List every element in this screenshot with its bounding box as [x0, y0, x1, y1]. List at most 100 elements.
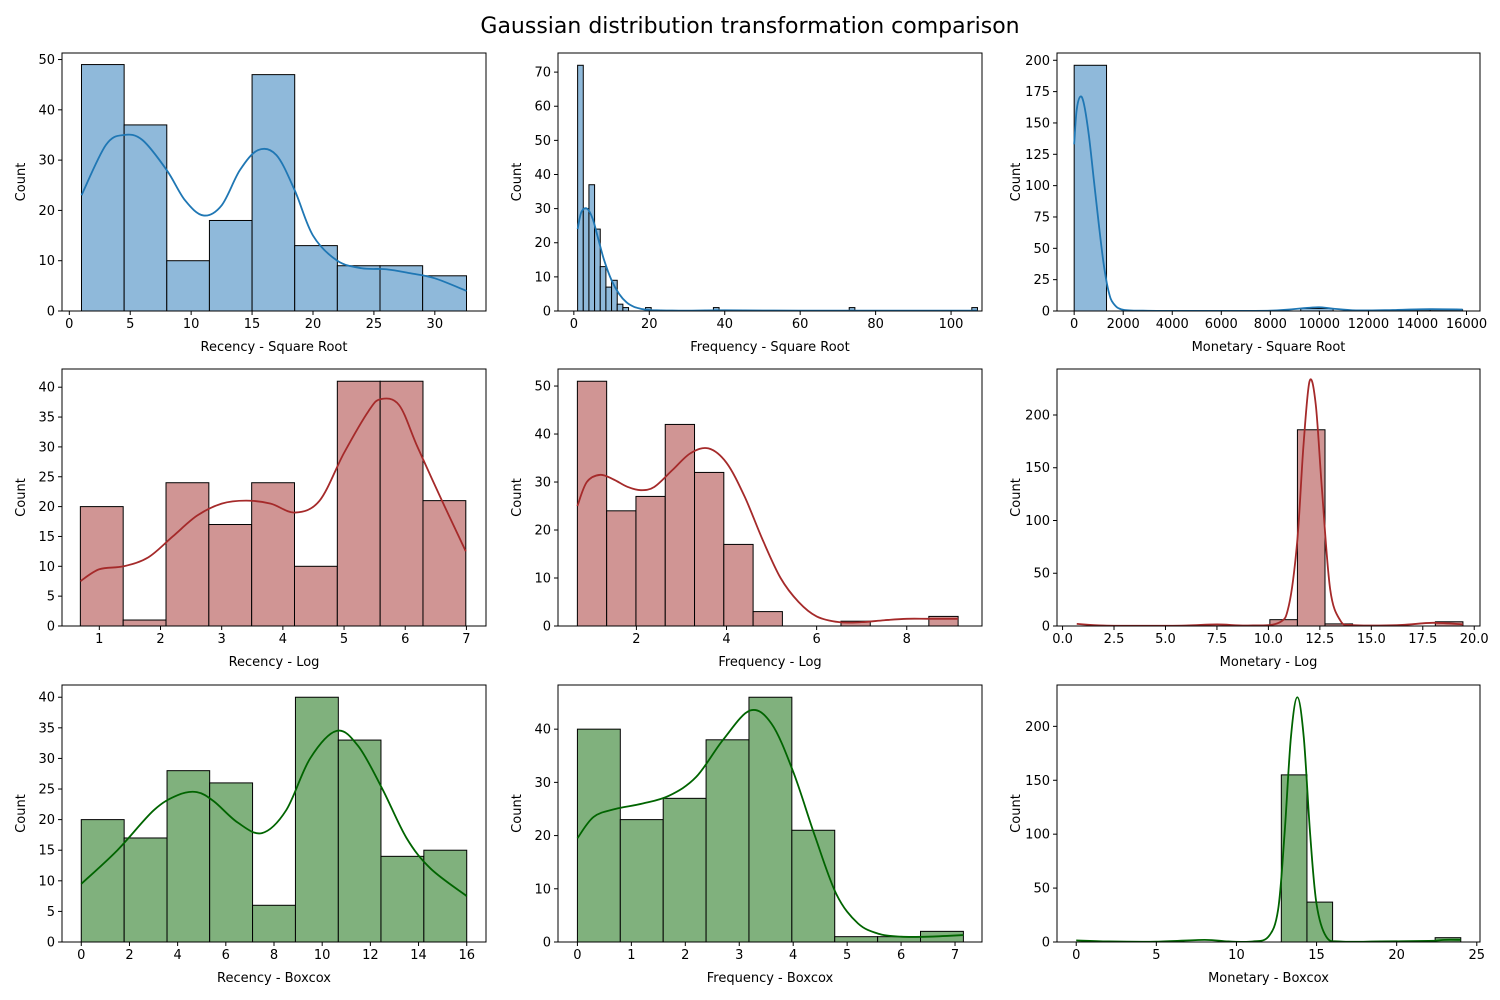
x-axis-label: Monetary - Square Root	[1192, 340, 1346, 355]
x-tick-label: 2	[125, 948, 133, 963]
x-axis-label: Frequency - Square Root	[690, 340, 849, 355]
x-tick-label: 10.0	[1254, 632, 1283, 647]
y-axis-label: Count	[1009, 794, 1024, 833]
y-tick-label: 40	[534, 723, 551, 738]
y-tick-label: 40	[38, 691, 55, 706]
y-axis-label: Count	[14, 478, 29, 517]
histogram-bar	[165, 482, 210, 626]
y-tick-label: 15	[38, 530, 55, 545]
x-tick-label: 0	[570, 317, 578, 332]
y-tick-label: 0	[1042, 620, 1050, 635]
x-tick-label: 5	[1152, 948, 1160, 963]
y-axis-label: Count	[510, 794, 525, 833]
x-tick-label: 7	[462, 632, 470, 647]
histogram-bar	[379, 380, 424, 626]
x-tick-label: 3	[218, 632, 226, 647]
histogram-bar	[577, 64, 584, 311]
monetary-boxcox-panel: 0 5 10 15 20 25 0 50 100 150 200 Monetary - Boxcox C…	[1009, 684, 1486, 986]
y-tick-label: 15	[38, 844, 55, 859]
histogram-bar	[576, 728, 621, 942]
histogram-bar	[1073, 64, 1108, 311]
recency-boxcox-panel: 0 2 4 6 8 10 12 14 16 0 5 10 15 20 25 30 35 40 Recency - B…	[14, 684, 487, 986]
x-tick-label: 4000	[1156, 317, 1189, 332]
y-tick-label: 60	[534, 100, 551, 115]
x-axis-label: Monetary - Boxcox	[1208, 971, 1329, 986]
x-axis-label: Recency - Square Root	[201, 340, 348, 355]
y-tick-label: 30	[534, 202, 551, 217]
x-axis-label: Frequency - Boxcox	[707, 971, 834, 986]
x-tick-label: 2	[156, 632, 164, 647]
y-axis-label: Count	[14, 794, 29, 833]
y-tick-label: 20	[534, 829, 551, 844]
kde-line	[79, 397, 467, 582]
x-tick-label: 12.5	[1305, 632, 1334, 647]
histogram-bar	[694, 471, 725, 626]
y-tick-label: 50	[38, 53, 55, 68]
y-tick-label: 0	[47, 305, 55, 320]
frequency-boxcox-panel: 0 1 2 3 4 5 6 7 0 10 20 30 40 Frequency - Boxcox Count	[510, 684, 983, 986]
y-tick-label: 35	[38, 411, 55, 426]
y-tick-label: 40	[534, 168, 551, 183]
x-tick-label: 0	[1072, 948, 1080, 963]
y-tick-label: 125	[1025, 148, 1050, 163]
y-tick-label: 20	[534, 524, 551, 539]
y-tick-label: 75	[1033, 210, 1050, 225]
y-tick-label: 150	[1025, 461, 1050, 476]
kde-line	[80, 729, 468, 897]
y-tick-label: 10	[534, 270, 551, 285]
histogram-bar	[337, 739, 382, 942]
x-tick-label: 25	[1469, 948, 1486, 963]
y-axis-label: Count	[510, 478, 525, 517]
kde-line	[576, 207, 978, 311]
y-tick-label: 0	[1042, 936, 1050, 951]
recency-sqrt-marks	[80, 64, 468, 311]
x-tick-label: 12	[362, 948, 379, 963]
y-tick-label: 10	[534, 572, 551, 587]
histogram-bar	[705, 739, 750, 942]
frequency-sqrt-panel: 0 20 40 60 80 100 0 10 20 30 40 50 60 70 Frequency - S…	[510, 52, 983, 355]
x-tick-label: 30	[427, 317, 444, 332]
x-tick-label: 15	[1308, 948, 1325, 963]
x-tick-label: 12000	[1348, 317, 1389, 332]
histogram-bar	[209, 782, 254, 942]
x-tick-label: 6	[897, 948, 905, 963]
histogram-bar	[379, 265, 424, 311]
histogram-bar	[79, 506, 124, 626]
y-tick-label: 50	[1033, 242, 1050, 257]
axes-frame	[61, 52, 487, 312]
y-tick-label: 150	[1025, 116, 1050, 131]
axes-frame	[1056, 52, 1481, 312]
kde-line	[80, 133, 467, 292]
x-tick-label: 2	[681, 948, 689, 963]
histogram-bar	[123, 124, 168, 311]
y-tick-label: 30	[534, 476, 551, 491]
y-tick-label: 200	[1025, 720, 1050, 735]
y-tick-label: 0	[47, 936, 55, 951]
histogram-bar	[1280, 774, 1308, 942]
histogram-bar	[166, 260, 210, 311]
x-tick-label: 16	[458, 948, 475, 963]
x-axis-label: Monetary - Log	[1220, 655, 1318, 670]
recency-boxcox-marks	[80, 696, 468, 942]
x-tick-label: 20	[641, 317, 658, 332]
x-axis-label: Recency - Log	[229, 655, 320, 670]
x-tick-label: 10	[1228, 948, 1245, 963]
y-tick-label: 40	[534, 428, 551, 443]
histogram-bar	[422, 500, 467, 626]
x-tick-label: 8000	[1254, 317, 1287, 332]
y-tick-label: 0	[543, 620, 551, 635]
histogram-bar	[251, 482, 295, 626]
x-axis-label: Recency - Boxcox	[217, 971, 331, 986]
y-tick-label: 0	[543, 936, 551, 951]
x-tick-label: 25	[366, 317, 383, 332]
x-tick-label: 8	[903, 632, 911, 647]
histogram-bar	[616, 303, 624, 311]
histogram-bar	[605, 286, 613, 311]
x-tick-label: 20	[305, 317, 322, 332]
histogram-bar	[723, 543, 754, 626]
y-tick-label: 25	[38, 783, 55, 798]
x-tick-label: 20.0	[1460, 632, 1489, 647]
x-tick-label: 10000	[1299, 317, 1340, 332]
histogram-bar	[293, 565, 338, 626]
